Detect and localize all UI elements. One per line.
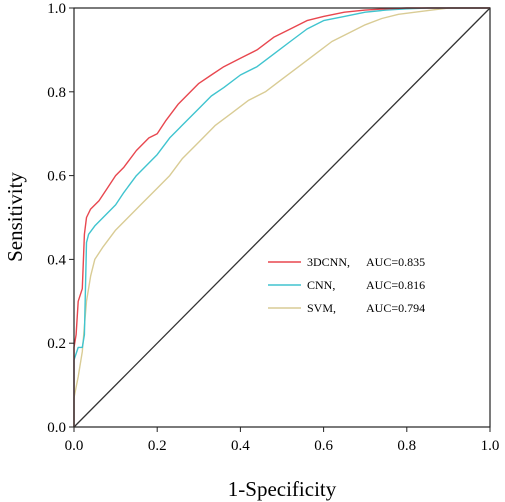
- legend-label-svm: SVM,: [307, 301, 336, 315]
- legend-auc-svm: AUC=0.794: [366, 301, 425, 315]
- y-axis-title: Sensitivity: [3, 172, 27, 262]
- legend-label-cnn: CNN,: [307, 278, 335, 292]
- reference-diagonal-line: [73, 7, 491, 428]
- x-tick-label: 0.6: [314, 438, 333, 454]
- x-axis-title: 1-Specificity: [228, 477, 337, 501]
- plot-frame: [73, 7, 491, 428]
- legend-auc-3dcnn: AUC=0.835: [366, 255, 425, 269]
- legend-label-3dcnn: 3DCNN,: [307, 255, 350, 269]
- legend-auc-cnn: AUC=0.816: [366, 278, 425, 292]
- roc-curve-svm: [73, 7, 490, 427]
- x-tick-label: 0.8: [397, 438, 416, 454]
- y-tick-label: 0.2: [47, 336, 66, 352]
- roc-curve-cnn: [73, 7, 490, 427]
- x-tick-label: 0.2: [148, 438, 167, 454]
- plot-area: [73, 7, 491, 428]
- y-tick-label: 0.6: [47, 169, 66, 185]
- roc-curve-3dcnn: [73, 7, 490, 427]
- x-tick-label: 0.4: [231, 438, 250, 454]
- y-tick-label: 0.4: [47, 252, 66, 268]
- y-tick-label: 0.8: [47, 85, 66, 101]
- x-tick-label: 1.0: [481, 438, 500, 454]
- legend: 3DCNN, AUC=0.835 CNN, AUC=0.816 SVM, AUC=0.79…: [268, 255, 425, 315]
- x-tick-label: 0.0: [65, 438, 84, 454]
- y-tick-label: 1.0: [47, 1, 66, 17]
- axes: 0.0 0.2 0.4 0.6 0.8 1.0 0.0 0.2 0.4 0.6 0.8 1.0: [47, 1, 499, 454]
- y-tick-label: 0.0: [47, 420, 66, 436]
